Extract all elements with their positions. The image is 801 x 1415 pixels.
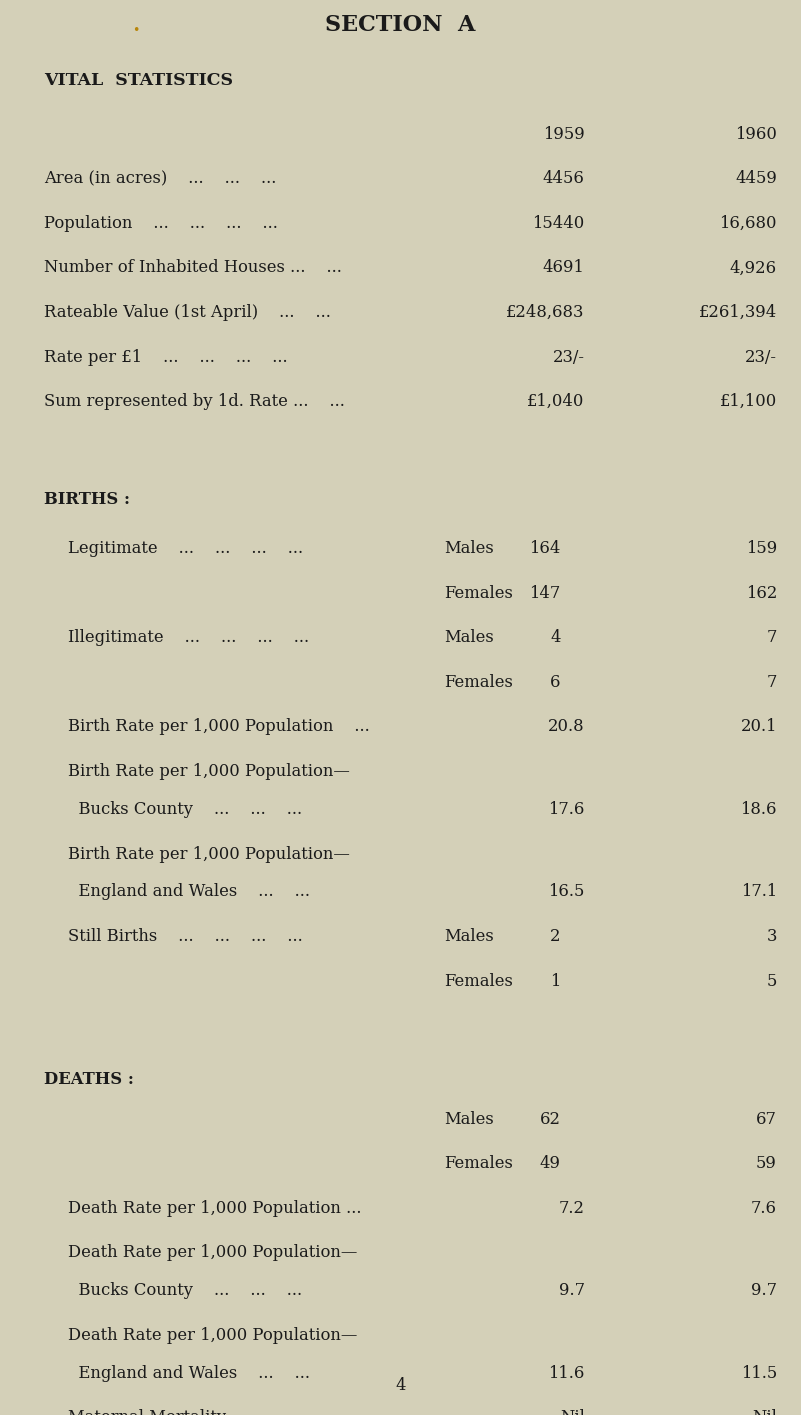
Text: Females: Females: [445, 584, 513, 601]
Text: 1960: 1960: [735, 126, 777, 143]
Text: 6: 6: [550, 674, 561, 691]
Text: 9.7: 9.7: [559, 1282, 585, 1299]
Text: Males: Males: [445, 1111, 494, 1128]
Text: 164: 164: [529, 541, 561, 558]
Text: Males: Males: [445, 630, 494, 647]
Text: 16.5: 16.5: [549, 883, 585, 900]
Text: 7.6: 7.6: [751, 1200, 777, 1217]
Text: 4459: 4459: [735, 170, 777, 187]
Text: 4,926: 4,926: [730, 259, 777, 276]
Text: Birth Rate per 1,000 Population—: Birth Rate per 1,000 Population—: [68, 763, 350, 780]
Text: 62: 62: [540, 1111, 561, 1128]
Text: 4: 4: [550, 630, 561, 647]
Text: 18.6: 18.6: [740, 801, 777, 818]
Text: £261,394: £261,394: [698, 304, 777, 321]
Text: Males: Males: [445, 928, 494, 945]
Text: SECTION  A: SECTION A: [325, 14, 476, 37]
Text: 15440: 15440: [533, 215, 585, 232]
Text: BIRTHS :: BIRTHS :: [44, 491, 130, 508]
Text: VITAL  STATISTICS: VITAL STATISTICS: [44, 72, 233, 89]
Text: 16,680: 16,680: [719, 215, 777, 232]
Text: 17.6: 17.6: [549, 801, 585, 818]
Text: 4456: 4456: [543, 170, 585, 187]
Text: Maternal Mortality    ...    ...    ...: Maternal Mortality ... ... ...: [68, 1409, 336, 1415]
Text: Nil: Nil: [752, 1409, 777, 1415]
Text: 1: 1: [550, 972, 561, 989]
Text: 1959: 1959: [543, 126, 585, 143]
Text: England and Wales    ...    ...: England and Wales ... ...: [68, 1365, 310, 1382]
Text: 11.5: 11.5: [741, 1365, 777, 1382]
Text: Birth Rate per 1,000 Population    ...: Birth Rate per 1,000 Population ...: [68, 719, 370, 736]
Text: 4: 4: [395, 1377, 406, 1394]
Text: 20.8: 20.8: [548, 719, 585, 736]
Text: £1,100: £1,100: [720, 393, 777, 410]
Text: Rateable Value (1st April)    ...    ...: Rateable Value (1st April) ... ...: [44, 304, 331, 321]
Text: Death Rate per 1,000 Population ...: Death Rate per 1,000 Population ...: [68, 1200, 361, 1217]
Text: Still Births    ...    ...    ...    ...: Still Births ... ... ... ...: [68, 928, 303, 945]
Text: Bucks County    ...    ...    ...: Bucks County ... ... ...: [68, 1282, 302, 1299]
Text: 147: 147: [529, 584, 561, 601]
Text: 49: 49: [540, 1155, 561, 1172]
Text: 11.6: 11.6: [549, 1365, 585, 1382]
Text: Males: Males: [445, 541, 494, 558]
Text: 23/-: 23/-: [553, 348, 585, 365]
Text: Population    ...    ...    ...    ...: Population ... ... ... ...: [44, 215, 278, 232]
Text: 3: 3: [767, 928, 777, 945]
Text: Legitimate    ...    ...    ...    ...: Legitimate ... ... ... ...: [68, 541, 304, 558]
Text: DEATHS :: DEATHS :: [44, 1071, 134, 1088]
Text: Birth Rate per 1,000 Population—: Birth Rate per 1,000 Population—: [68, 846, 350, 863]
Text: Death Rate per 1,000 Population—: Death Rate per 1,000 Population—: [68, 1327, 357, 1344]
Text: 59: 59: [756, 1155, 777, 1172]
Text: £1,040: £1,040: [527, 393, 585, 410]
Text: 2: 2: [550, 928, 561, 945]
Text: 162: 162: [746, 584, 777, 601]
Text: Females: Females: [445, 1155, 513, 1172]
Text: Number of Inhabited Houses ...    ...: Number of Inhabited Houses ... ...: [44, 259, 342, 276]
Text: Rate per £1    ...    ...    ...    ...: Rate per £1 ... ... ... ...: [44, 348, 288, 365]
Text: 7.2: 7.2: [559, 1200, 585, 1217]
Text: Bucks County    ...    ...    ...: Bucks County ... ... ...: [68, 801, 302, 818]
Text: 9.7: 9.7: [751, 1282, 777, 1299]
Text: 7: 7: [767, 630, 777, 647]
Text: Area (in acres)    ...    ...    ...: Area (in acres) ... ... ...: [44, 170, 276, 187]
Text: 17.1: 17.1: [741, 883, 777, 900]
Text: Illegitimate    ...    ...    ...    ...: Illegitimate ... ... ... ...: [68, 630, 309, 647]
Text: £248,683: £248,683: [506, 304, 585, 321]
Text: 20.1: 20.1: [740, 719, 777, 736]
Text: •: •: [132, 24, 139, 37]
Text: Females: Females: [445, 972, 513, 989]
Text: Sum represented by 1d. Rate ...    ...: Sum represented by 1d. Rate ... ...: [44, 393, 345, 410]
Text: 4691: 4691: [543, 259, 585, 276]
Text: 5: 5: [767, 972, 777, 989]
Text: Death Rate per 1,000 Population—: Death Rate per 1,000 Population—: [68, 1244, 357, 1261]
Text: 67: 67: [756, 1111, 777, 1128]
Text: Nil: Nil: [560, 1409, 585, 1415]
Text: 23/-: 23/-: [745, 348, 777, 365]
Text: 159: 159: [746, 541, 777, 558]
Text: 7: 7: [767, 674, 777, 691]
Text: Females: Females: [445, 674, 513, 691]
Text: England and Wales    ...    ...: England and Wales ... ...: [68, 883, 310, 900]
